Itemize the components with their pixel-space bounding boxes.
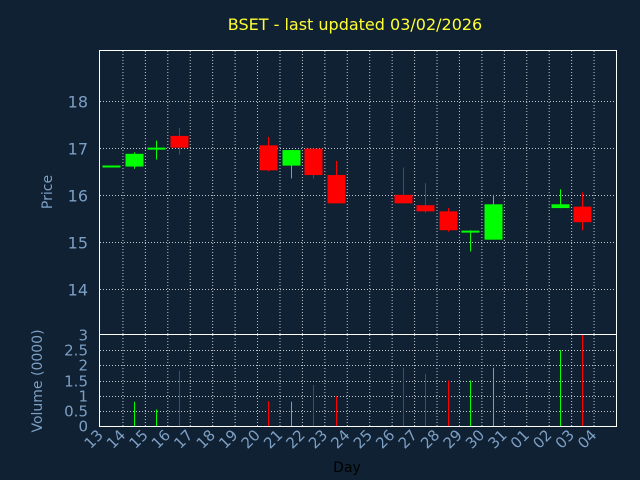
candles xyxy=(102,127,592,252)
candle-body xyxy=(170,135,189,148)
x-tick-labels: 1314151617181920212223242526272829303101… xyxy=(81,426,601,452)
price-grid xyxy=(100,51,616,334)
volume-tick-label: 0.5 xyxy=(64,403,88,421)
candle-body xyxy=(259,145,278,171)
price-tick-label: 17 xyxy=(68,140,88,159)
candle-body xyxy=(416,205,435,212)
price-tick-label: 14 xyxy=(68,281,88,300)
candle-body xyxy=(484,204,503,240)
chart-title: BSET - last updated 03/02/2026 xyxy=(228,15,482,34)
candle-body xyxy=(282,150,301,166)
candle-body xyxy=(394,194,413,204)
volume-tick-label: 1.5 xyxy=(64,373,88,391)
candle-body xyxy=(125,153,144,167)
candle-body xyxy=(439,211,458,231)
price-tick-labels: 14 15 16 17 18 xyxy=(68,93,88,300)
x-axis-label: Day xyxy=(333,460,361,476)
volume-tick-label: 2 xyxy=(78,357,88,375)
candle-body xyxy=(327,175,346,204)
volume-tick-labels: 00.511.522.53 xyxy=(64,327,88,436)
volume-axis-label: Volume (0000) xyxy=(30,329,46,432)
price-tick-label: 18 xyxy=(68,93,88,112)
candle-body xyxy=(551,204,570,209)
volume-tick-label: 3 xyxy=(78,327,88,345)
price-tick-label: 16 xyxy=(68,187,88,206)
price-tick-label: 15 xyxy=(68,234,88,253)
candle-body xyxy=(573,206,592,223)
volume-grid xyxy=(100,335,616,426)
volume-tick-label: 0 xyxy=(78,418,88,436)
volume-tick-label: 1 xyxy=(78,388,88,406)
volume-bars xyxy=(134,335,583,426)
volume-panel-frame xyxy=(99,334,617,427)
price-axis-label: Price xyxy=(40,175,56,209)
volume-tick-label: 2.5 xyxy=(64,342,88,360)
candle-body xyxy=(304,148,323,176)
